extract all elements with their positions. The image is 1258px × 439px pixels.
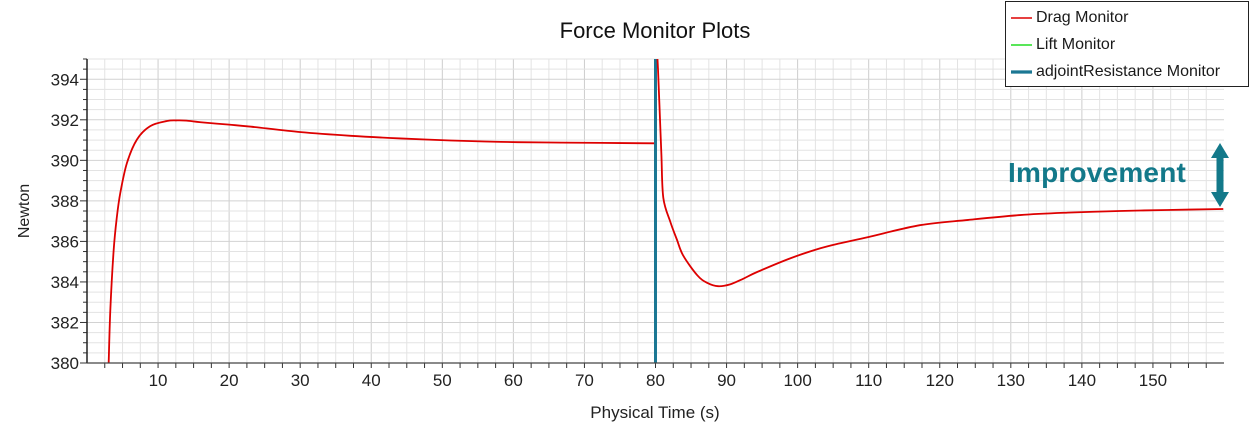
- series-layer: [107, 59, 1224, 363]
- legend-label: Drag Monitor: [1036, 9, 1129, 26]
- improvement-annotation: Improvement: [1008, 157, 1187, 188]
- legend-label: adjointResistance Monitor: [1036, 63, 1221, 80]
- axes: 10 20 30 40 50 60 70 80 90 100 110 120 130 140 150 380 3…: [51, 58, 1224, 390]
- x-tick-label: 50: [433, 371, 452, 390]
- x-tick-label: 90: [717, 371, 736, 390]
- legend-item-adjoint-resistance-monitor: adjointResistance Monitor: [1011, 62, 1220, 82]
- x-tick-label: 100: [783, 371, 811, 390]
- y-tick-label: 382: [51, 313, 79, 332]
- x-tick-label: 30: [291, 371, 310, 390]
- x-tick-label: 130: [997, 371, 1025, 390]
- legend-item-lift-monitor: Lift Monitor: [1011, 35, 1115, 55]
- x-tick-label: 40: [362, 371, 381, 390]
- y-tick-label: 392: [51, 111, 79, 130]
- y-axis-label: Newton: [16, 183, 33, 239]
- legend-swatch-drag: [1011, 17, 1032, 19]
- y-tick-label: 390: [51, 151, 79, 170]
- drag-monitorline: [656, 59, 1224, 288]
- y-tick-label: 388: [51, 192, 79, 211]
- drag-monitorline: [107, 119, 655, 363]
- x-tick-label: 150: [1139, 371, 1167, 390]
- x-tick-label: 140: [1068, 371, 1096, 390]
- x-tick-label: 80: [646, 371, 665, 390]
- legend-item-drag-monitor: Drag Monitor: [1011, 8, 1128, 28]
- x-tick-label: 70: [575, 371, 594, 390]
- chart-title: Force Monitor Plots: [559, 18, 751, 43]
- y-tick-label: 384: [51, 273, 79, 292]
- legend-swatch-adjoint: [1011, 70, 1032, 74]
- x-tick-label: 10: [149, 371, 168, 390]
- double-arrow-icon: [1211, 143, 1229, 207]
- x-tick-label: 110: [855, 371, 882, 390]
- legend-label: Lift Monitor: [1036, 36, 1116, 53]
- legend-swatch-lift: [1011, 44, 1032, 46]
- x-axis-label: Physical Time (s): [590, 403, 720, 422]
- y-tick-label: 386: [51, 232, 79, 251]
- x-tick-label: 20: [220, 371, 239, 390]
- x-tick-label: 60: [504, 371, 523, 390]
- y-tick-label: 380: [51, 354, 79, 373]
- y-tick-label: 394: [51, 70, 79, 89]
- legend[interactable]: Drag Monitor Lift Monitor adjointResista…: [1005, 1, 1249, 87]
- x-tick-label: 120: [926, 371, 954, 390]
